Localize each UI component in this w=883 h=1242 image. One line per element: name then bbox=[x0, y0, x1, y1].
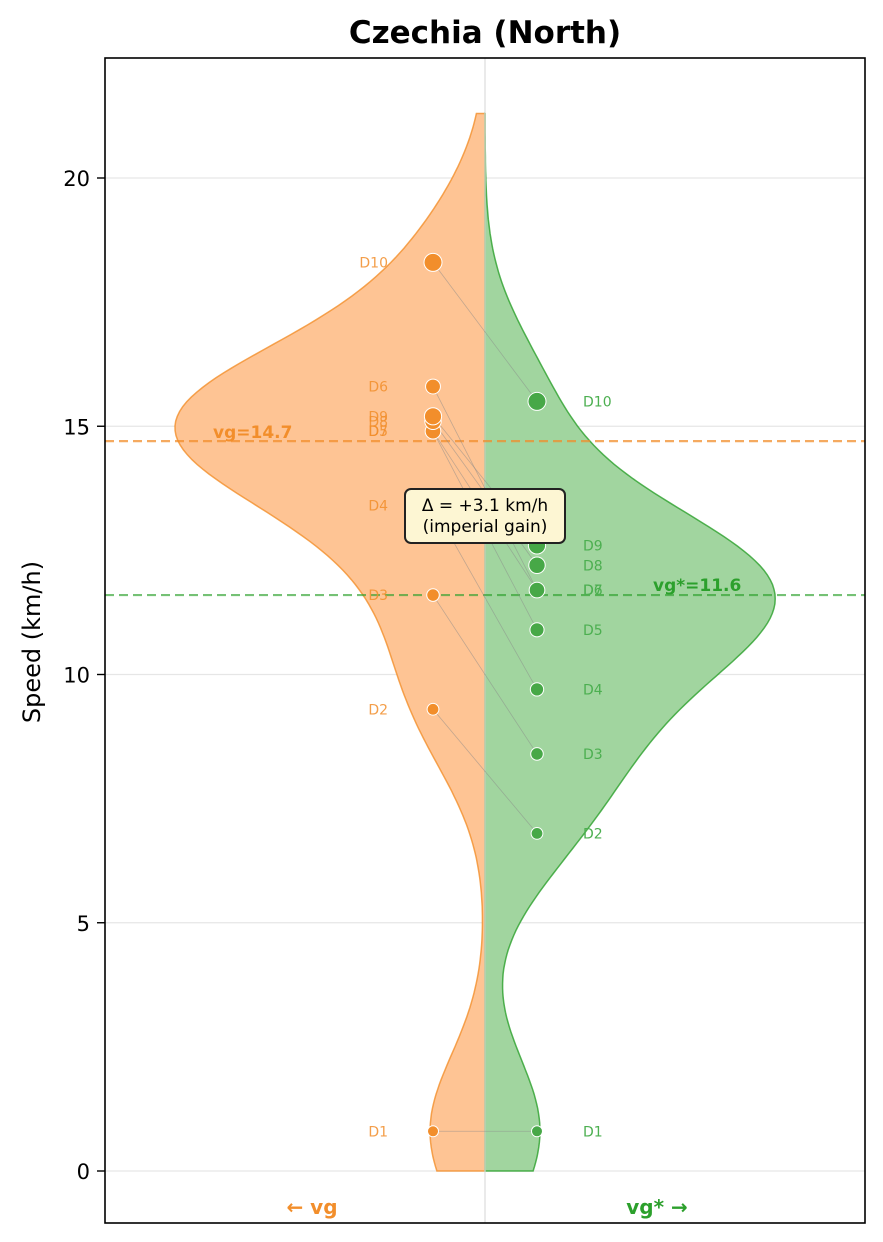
point-vg-d6 bbox=[425, 378, 441, 395]
annotation-line-1: Δ = +3.1 km/h bbox=[422, 496, 548, 516]
label-vg-star-d9: D9 bbox=[583, 538, 603, 554]
label-vg-d6: D6 bbox=[368, 380, 388, 396]
point-vg-d9 bbox=[423, 407, 443, 426]
label-vg-d5: D5 bbox=[368, 424, 388, 440]
side-label-vg: ← vg bbox=[286, 1195, 337, 1219]
label-vg-star-d10: D10 bbox=[583, 394, 612, 410]
y-axis: 0 5 10 15 20 bbox=[63, 167, 105, 1184]
point-vg-star-d8 bbox=[528, 556, 546, 574]
violin-right-vg-star bbox=[484, 112, 776, 1172]
annotation-line-2: (imperial gain) bbox=[423, 517, 548, 537]
chart-title: Czechia (North) bbox=[349, 15, 621, 51]
label-vg-d9: D9 bbox=[368, 409, 388, 425]
label-vg-d1: D1 bbox=[368, 1124, 388, 1140]
y-tick-label: 20 bbox=[63, 167, 90, 191]
point-vg-d10 bbox=[423, 252, 443, 272]
point-vg-star-d3 bbox=[530, 747, 544, 761]
label-vg-d10: D10 bbox=[359, 255, 388, 271]
point-vg-d3 bbox=[426, 588, 440, 602]
side-label-vg-star: vg* → bbox=[626, 1195, 688, 1219]
label-vg-d2: D2 bbox=[368, 702, 388, 718]
point-vg-star-d2 bbox=[530, 826, 544, 840]
label-vg-d4: D4 bbox=[368, 499, 388, 515]
annotation-box: Δ = +3.1 km/h (imperial gain) bbox=[404, 488, 566, 544]
label-vg-d8: D8 bbox=[368, 414, 388, 430]
point-vg-d1 bbox=[427, 1125, 439, 1138]
label-vg-star-d2: D2 bbox=[583, 826, 603, 842]
y-tick-label: 15 bbox=[63, 415, 90, 439]
label-vg-star-d6: D6 bbox=[583, 583, 603, 599]
point-vg-star-d7 bbox=[528, 581, 546, 599]
y-axis-label: Speed (km/h) bbox=[18, 561, 46, 723]
label-vg-star-d3: D3 bbox=[583, 747, 603, 763]
connector-d2 bbox=[432, 708, 538, 834]
label-vg-star-d5: D5 bbox=[583, 623, 603, 639]
y-tick-label: 0 bbox=[77, 1160, 90, 1184]
point-vg-star-d4 bbox=[529, 682, 545, 697]
mean-label-vg: vg=14.7 bbox=[213, 423, 292, 443]
mean-label-vg-star: vg*=11.6 bbox=[653, 576, 741, 596]
y-tick-label: 5 bbox=[77, 912, 90, 936]
label-vg-star-d8: D8 bbox=[583, 558, 603, 574]
plot-frame bbox=[104, 57, 866, 1224]
violin-left-vg bbox=[174, 112, 486, 1172]
label-vg-star-d4: D4 bbox=[583, 682, 603, 698]
y-tick-label: 10 bbox=[63, 664, 90, 688]
data-labels: D1D2D3D4D5D6D7D8D9D10D1D2D3D4D5D6D7D8D9D… bbox=[359, 255, 611, 1140]
label-vg-d3: D3 bbox=[368, 588, 388, 604]
label-vg-star-d1: D1 bbox=[583, 1124, 603, 1140]
label-vg-star-d7: D7 bbox=[583, 583, 603, 599]
point-vg-star-d5 bbox=[529, 622, 545, 638]
connector-d10 bbox=[432, 262, 538, 402]
label-vg-d7: D7 bbox=[368, 424, 388, 440]
point-vg-d2 bbox=[426, 702, 440, 716]
connector-d3 bbox=[432, 594, 538, 755]
point-vg-star-d1 bbox=[531, 1125, 543, 1138]
point-vg-star-d10 bbox=[527, 391, 547, 411]
